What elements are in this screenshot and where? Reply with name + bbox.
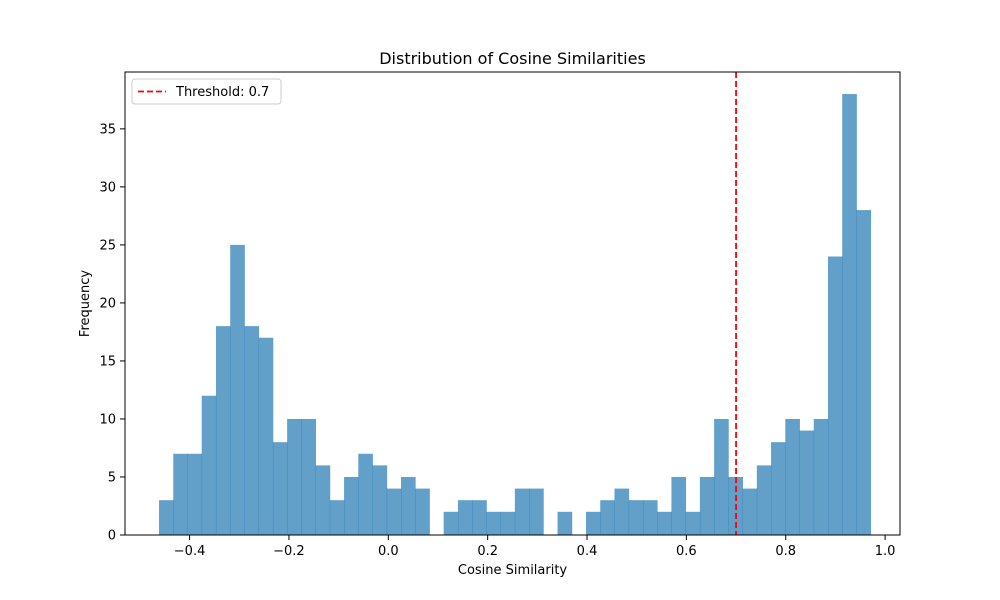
histogram-bar	[386, 488, 402, 535]
histogram-bar	[415, 488, 430, 535]
y-tick-label: 5	[108, 470, 116, 485]
y-tick-label: 10	[99, 412, 116, 427]
y-axis-ticks: 0 5 10 15 20 25 30 35	[99, 122, 125, 544]
histogram-bar	[159, 500, 174, 535]
histogram-bar	[657, 511, 672, 535]
histogram-bar	[842, 94, 857, 536]
y-tick-label: 30	[99, 180, 116, 195]
axes-frame	[124, 71, 901, 536]
x-tick-label: 0.4	[577, 544, 598, 559]
histogram-bar	[344, 476, 359, 535]
x-tick-label: 1.0	[875, 544, 896, 559]
histogram-bar	[201, 395, 217, 535]
histogram-bar	[287, 418, 302, 535]
y-tick-label: 25	[99, 238, 116, 253]
chart-title: Distribution of Cosine Similarities	[379, 49, 646, 68]
legend: Threshold: 0.7	[131, 78, 282, 105]
x-axis-label: Cosine Similarity	[458, 563, 568, 578]
x-tick-label: 0.0	[378, 544, 399, 559]
histogram-bar	[258, 337, 274, 535]
histogram-bar	[329, 500, 345, 535]
histogram-bar	[230, 244, 245, 535]
y-tick-label: 15	[99, 354, 116, 369]
x-tick-label: 0.8	[775, 544, 796, 559]
histogram-bar	[557, 511, 573, 535]
y-tick-label: 0	[108, 529, 116, 544]
y-tick-label: 35	[99, 122, 116, 137]
x-axis-ticks: −0.4 −0.2 0.0 0.2 0.4 0.6 0.8 1.0	[174, 535, 896, 559]
histogram-bar	[856, 210, 872, 536]
x-tick-label: 0.6	[676, 544, 697, 559]
histogram-bar	[187, 453, 203, 535]
histogram-bar	[799, 430, 815, 535]
histogram-bar	[358, 453, 373, 535]
histogram-bar	[486, 511, 502, 535]
histogram-bar	[785, 418, 800, 535]
histogram-bar	[771, 442, 786, 535]
histogram-bar	[315, 465, 331, 535]
y-axis-label: Frequency	[78, 270, 93, 337]
x-tick-label: 0.2	[477, 544, 498, 559]
histogram-bar	[586, 511, 601, 535]
histogram-bar	[301, 418, 316, 535]
histogram-bar	[685, 511, 701, 535]
histogram-bar	[671, 476, 687, 535]
histogram-bar	[500, 511, 516, 535]
histogram-bar	[400, 476, 416, 535]
histogram-bar	[272, 442, 288, 535]
histogram-bar	[372, 465, 388, 535]
histogram-bar	[600, 500, 615, 535]
histogram-bar	[514, 488, 530, 535]
histogram-bar	[742, 488, 758, 535]
x-tick-label: −0.4	[174, 544, 206, 559]
histogram-bar	[827, 256, 843, 535]
histogram-bars	[159, 94, 872, 536]
histogram-bar	[628, 500, 644, 535]
x-tick-label: −0.2	[273, 544, 305, 559]
histogram-bar	[215, 326, 231, 535]
y-tick-label: 20	[99, 296, 116, 311]
histogram-bar	[472, 500, 487, 535]
histogram-bar	[614, 488, 630, 535]
histogram-bar	[443, 511, 459, 535]
histogram-bar	[813, 418, 829, 535]
histogram-bar	[642, 500, 658, 535]
legend-threshold-label: Threshold: 0.7	[175, 85, 269, 100]
histogram-bar	[756, 465, 772, 535]
histogram-bar	[457, 500, 473, 535]
legend-box	[131, 78, 282, 105]
histogram-bar	[699, 476, 715, 535]
histogram-bar	[173, 453, 188, 535]
histogram-bar	[244, 326, 260, 535]
histogram-bar	[714, 418, 729, 535]
histogram-bar	[529, 488, 544, 535]
